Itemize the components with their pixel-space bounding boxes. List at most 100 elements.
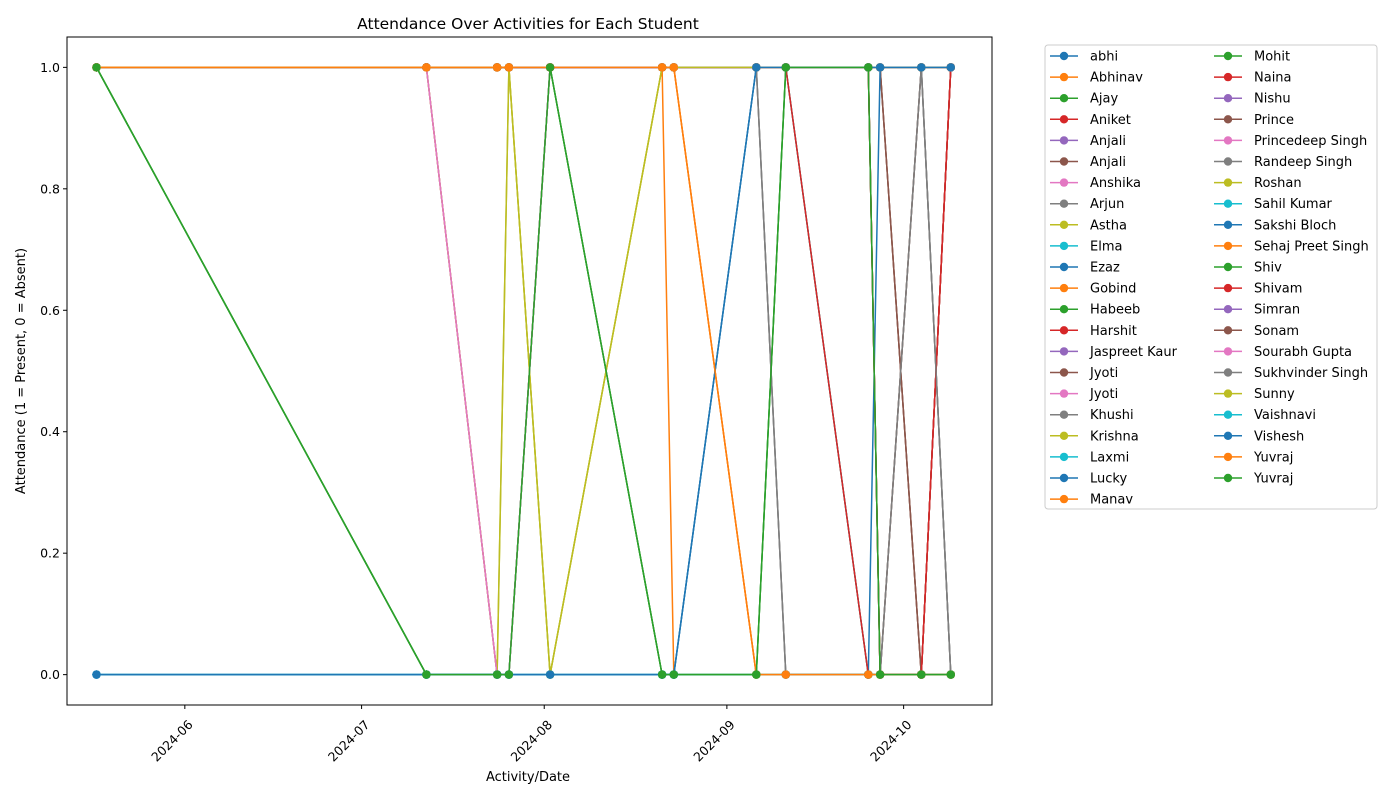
y-tick-label: 0.8 <box>40 181 60 196</box>
x-axis-label: Activity/Date <box>486 770 570 785</box>
y-tick-label: 1.0 <box>40 60 60 75</box>
legend-swatch-marker <box>1223 157 1233 166</box>
legend-entry: Khushi <box>1050 408 1134 423</box>
series-26 <box>92 63 955 679</box>
series-2 <box>92 63 955 679</box>
legend-swatch-marker <box>1223 326 1233 335</box>
legend-label: Anjali <box>1090 134 1126 149</box>
legend-label: Jaspreet Kaur <box>1089 345 1178 360</box>
legend-swatch-marker <box>1223 115 1233 124</box>
series-36 <box>92 63 955 679</box>
legend-swatch-marker <box>1059 94 1069 103</box>
legend-label: Randeep Singh <box>1254 155 1352 170</box>
x-tick-label: 2024-10 <box>867 717 915 765</box>
plot-frame <box>66 36 993 706</box>
legend-swatch-marker <box>1223 368 1233 377</box>
data-point <box>875 63 885 72</box>
legend-swatch-marker <box>1059 368 1069 377</box>
legend-swatch-marker <box>1223 178 1233 187</box>
legend-entry: Sonam <box>1214 324 1299 339</box>
legend-entry: Sukhvinder Singh <box>1214 366 1368 381</box>
legend-swatch-marker <box>1059 389 1069 398</box>
series-line <box>95 66 951 676</box>
series-line <box>96 66 952 676</box>
legend-label: Sahil Kumar <box>1254 197 1333 212</box>
legend-swatch-marker <box>1223 262 1233 272</box>
legend-swatch-marker <box>1223 347 1233 356</box>
legend-label: Astha <box>1090 218 1127 233</box>
series-line <box>95 66 951 676</box>
legend-entry: Habeeb <box>1050 303 1140 318</box>
legend-swatch-marker <box>1223 136 1233 145</box>
data-point <box>781 670 790 679</box>
series-40 <box>92 63 955 679</box>
series-line <box>96 66 951 676</box>
legend-entry: Abhinav <box>1050 71 1143 86</box>
data-point <box>92 670 101 679</box>
legend-label: Yuvraj <box>1253 472 1293 487</box>
series-33 <box>92 63 955 679</box>
series-27 <box>92 63 955 679</box>
chart-title: Attendance Over Activities for Each Stud… <box>357 15 699 33</box>
legend-label: Sunny <box>1254 387 1295 402</box>
legend-swatch-marker <box>1059 241 1069 251</box>
legend-entry: Naina <box>1214 71 1292 86</box>
series-21 <box>92 63 955 679</box>
series-line <box>96 66 951 676</box>
legend-label: Laxmi <box>1090 450 1129 465</box>
legend-label: abhi <box>1090 50 1118 65</box>
legend-label: Sourabh Gupta <box>1254 345 1352 360</box>
series-42 <box>92 63 955 679</box>
data-point <box>504 63 514 72</box>
legend-label: Gobind <box>1090 282 1136 297</box>
legend-label: Mohit <box>1254 50 1290 65</box>
series-23 <box>92 63 955 679</box>
series-line <box>96 66 951 676</box>
legend-swatch-marker <box>1223 283 1233 293</box>
data-point <box>864 670 873 679</box>
series-line <box>96 66 951 676</box>
legend-entry: Vaishnavi <box>1214 408 1316 423</box>
legend-swatch-marker <box>1223 410 1233 419</box>
y-tick-label: 0.4 <box>40 424 60 439</box>
legend-label: Naina <box>1254 71 1292 86</box>
data-point <box>781 63 790 72</box>
legend-swatch-marker <box>1223 452 1233 462</box>
legend-entry: Jyoti <box>1050 366 1118 381</box>
data-point <box>492 670 502 679</box>
legend-entry: Yuvraj <box>1214 472 1293 487</box>
data-point <box>657 670 667 679</box>
series-line <box>96 66 951 676</box>
data-point <box>545 670 555 679</box>
legend-entry: Krishna <box>1050 429 1139 444</box>
legend-frame <box>1044 44 1378 510</box>
legend-label: Sonam <box>1254 324 1299 339</box>
legend-entry: Laxmi <box>1050 450 1129 465</box>
series-line <box>96 66 951 676</box>
series-32 <box>92 63 955 679</box>
legend-swatch-marker <box>1223 94 1233 103</box>
legend-entry: Gobind <box>1050 282 1136 297</box>
series-28 <box>92 63 955 679</box>
series-38 <box>92 63 955 679</box>
data-point <box>492 63 502 72</box>
legend-entry: Ezaz <box>1050 261 1120 276</box>
legend-entry: Vishesh <box>1214 429 1304 444</box>
legend-entry: Harshit <box>1050 324 1137 339</box>
legend-entry: Shivam <box>1214 282 1302 297</box>
legend-label: Princedeep Singh <box>1254 134 1367 149</box>
series-line <box>96 66 951 676</box>
legend-swatch-marker <box>1223 199 1233 208</box>
legend-entry: Sakshi Bloch <box>1214 218 1336 233</box>
legend-entry: Manav <box>1050 493 1133 508</box>
series-7 <box>92 63 955 679</box>
series-line <box>96 66 952 676</box>
data-point <box>875 670 885 679</box>
data-point <box>657 63 667 72</box>
series-3 <box>92 63 955 679</box>
legend-swatch-marker <box>1059 136 1069 145</box>
legend-label: Prince <box>1254 113 1294 128</box>
series-line <box>96 66 952 676</box>
legend-swatch-marker <box>1059 452 1069 462</box>
series-line <box>96 66 952 676</box>
